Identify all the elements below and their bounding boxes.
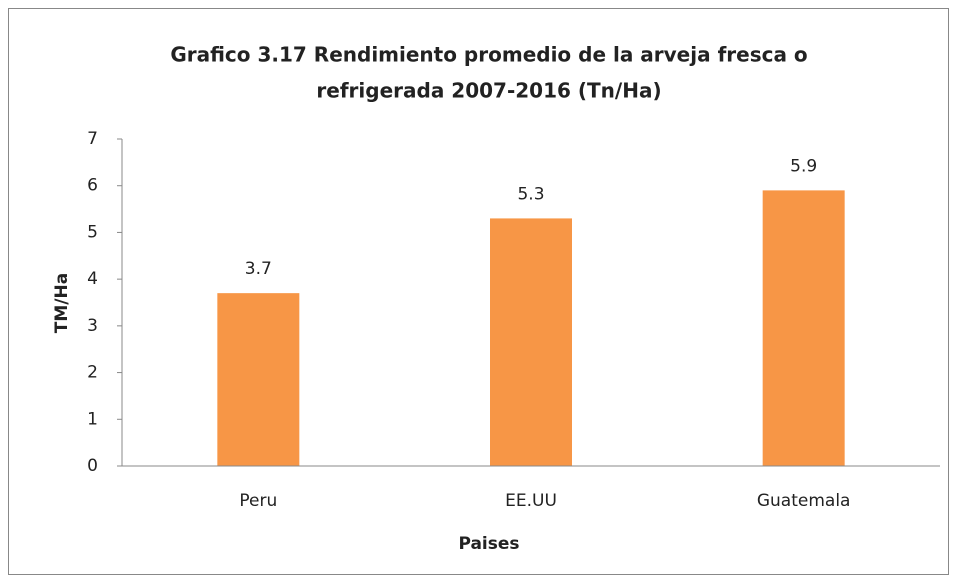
y-tick-label: 3 bbox=[87, 316, 98, 336]
y-tick-label: 0 bbox=[87, 456, 98, 476]
x-tick-label: Guatemala bbox=[757, 491, 851, 511]
chart-title: Grafico 3.17 Rendimiento promedio de la … bbox=[170, 43, 807, 67]
chart-title: refrigerada 2007-2016 (Tn/Ha) bbox=[316, 79, 661, 103]
y-tick-label: 4 bbox=[87, 269, 98, 289]
data-label: 3.7 bbox=[245, 259, 272, 279]
data-label: 5.3 bbox=[517, 184, 544, 204]
y-tick-label: 7 bbox=[87, 129, 98, 149]
data-label: 5.9 bbox=[790, 156, 817, 176]
y-tick-label: 1 bbox=[87, 409, 98, 429]
y-tick-label: 5 bbox=[87, 222, 98, 242]
y-tick-label: 6 bbox=[87, 176, 98, 196]
y-axis-title: TM/Ha bbox=[52, 273, 72, 333]
bar bbox=[490, 218, 572, 466]
bar bbox=[217, 293, 300, 466]
x-tick-label: EE.UU bbox=[505, 491, 557, 511]
bar bbox=[762, 190, 845, 466]
x-axis-title: Paises bbox=[458, 534, 519, 554]
y-tick-label: 2 bbox=[87, 363, 98, 383]
x-tick-label: Peru bbox=[239, 491, 277, 511]
